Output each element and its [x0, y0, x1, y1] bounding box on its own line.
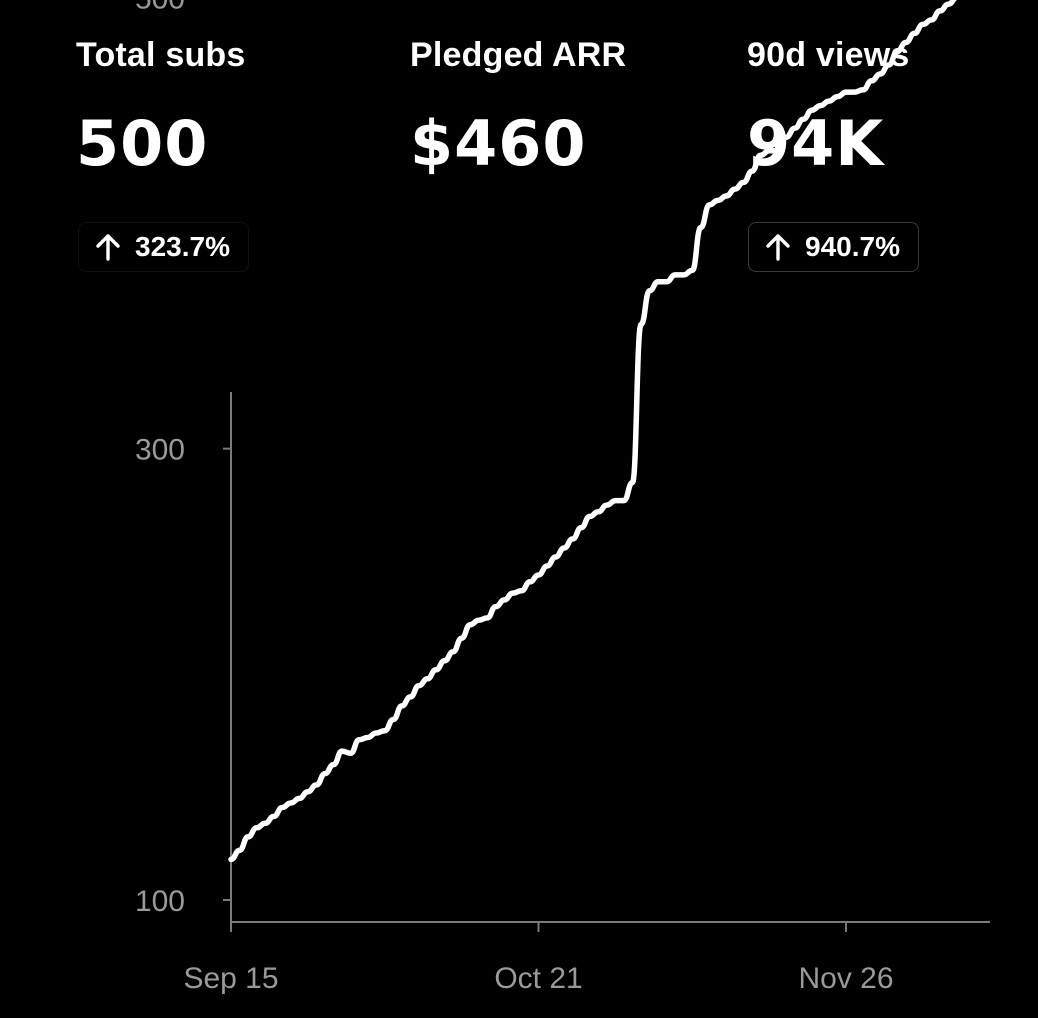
- x-axis-ticks: Sep 15 Oct 21 Nov 26: [183, 922, 894, 995]
- arrow-up-icon: [95, 233, 121, 261]
- x-tick-label: Nov 26: [798, 962, 893, 995]
- stat-label: 90d views: [747, 36, 910, 74]
- change-badge: 323.7%: [78, 222, 249, 272]
- stat-value: 500: [76, 107, 209, 180]
- y-tick-label: 500: [135, 0, 185, 15]
- x-tick-label: Oct 21: [494, 962, 582, 995]
- stat-label: Pledged ARR: [410, 36, 627, 74]
- y-axis-ticks: 500 300 100: [135, 0, 231, 918]
- arrow-up-icon: [765, 233, 791, 261]
- x-tick-label: Sep 15: [183, 962, 278, 995]
- stat-value: $460: [410, 107, 587, 180]
- y-tick-label: 300: [135, 434, 185, 467]
- change-value: 323.7%: [135, 231, 230, 262]
- series-line: [228, 0, 966, 863]
- stat-label: Total subs: [76, 36, 246, 74]
- change-badge: 940.7%: [748, 222, 919, 272]
- stat-value: 94K: [747, 107, 885, 180]
- change-value: 940.7%: [805, 231, 900, 262]
- chart-axes: [230, 392, 990, 923]
- y-tick-label: 100: [135, 885, 185, 918]
